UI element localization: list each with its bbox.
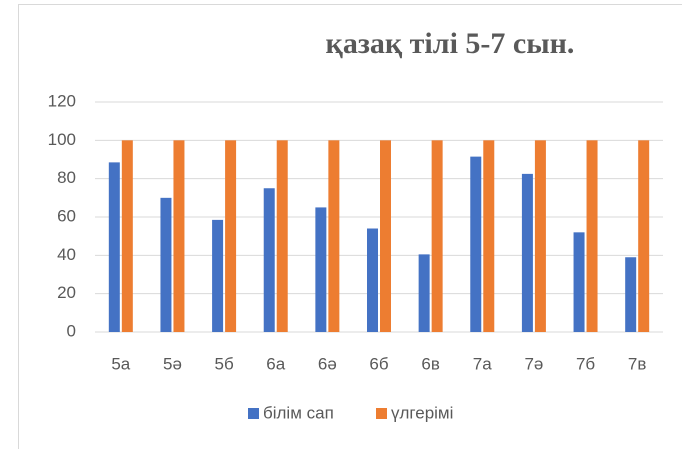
x-tick-label: 7в [628, 354, 647, 373]
bar [521, 173, 533, 332]
bar [108, 162, 120, 332]
bar [470, 156, 482, 332]
bar [212, 219, 224, 332]
x-tick-label: 5б [214, 354, 233, 373]
y-tick-label: 40 [57, 245, 76, 264]
bar [573, 232, 585, 332]
y-tick-label: 60 [57, 206, 76, 225]
x-tick-label: 6в [421, 354, 440, 373]
x-tick-label: 7ә [524, 354, 543, 373]
bar [418, 254, 430, 332]
legend-label: білім сап [263, 403, 334, 422]
chart-title: қазақ тілі 5-7 сын. [326, 27, 575, 60]
bar [483, 140, 495, 332]
bar [315, 207, 327, 332]
bar [276, 140, 288, 332]
x-tick-label: 6б [369, 354, 388, 373]
bar [638, 140, 650, 332]
bar [121, 140, 133, 332]
legend-label: үлгерімі [391, 403, 453, 422]
x-tick-label: 6а [266, 354, 285, 373]
bar [328, 140, 340, 332]
bar [160, 197, 172, 332]
y-tick-label: 120 [48, 91, 76, 110]
x-tick-label: 7б [576, 354, 595, 373]
y-tick-label: 100 [48, 130, 76, 149]
bar [173, 140, 185, 332]
legend-swatch [376, 408, 387, 419]
y-tick-label: 0 [67, 321, 76, 340]
x-tick-label: 6ә [318, 354, 337, 373]
bar [380, 140, 391, 332]
x-tick-label: 7а [473, 354, 492, 373]
x-tick-label: 5а [111, 354, 130, 373]
y-tick-label: 80 [57, 168, 76, 187]
bar [367, 228, 378, 332]
bar [625, 257, 637, 332]
x-tick-label: 5ә [163, 354, 182, 373]
y-tick-label: 20 [57, 283, 76, 302]
legend-swatch [248, 408, 259, 419]
bar [225, 140, 237, 332]
bar [431, 140, 443, 332]
bar [586, 140, 598, 332]
bar [534, 140, 546, 332]
bar [263, 188, 275, 332]
